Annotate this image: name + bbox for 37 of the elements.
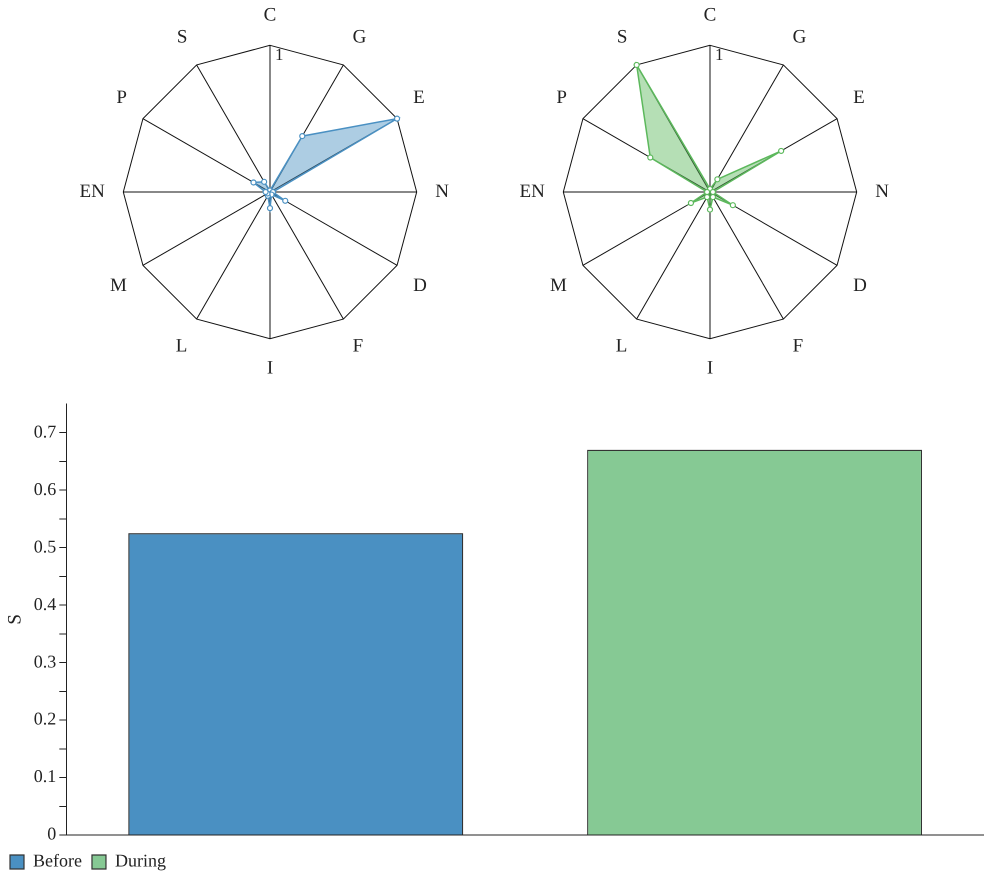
y-tick-label: 0.2 xyxy=(34,708,56,729)
y-tick-label: 0.6 xyxy=(34,478,56,499)
spoke-label: S xyxy=(176,26,188,48)
spoke-label: C xyxy=(264,4,276,26)
y-tick-label: 0.5 xyxy=(34,536,56,556)
spoke-label: F xyxy=(352,335,364,356)
spoke-label: D xyxy=(853,274,867,296)
spoke-label: D xyxy=(413,274,427,296)
spoke-label: G xyxy=(352,26,367,48)
text: 1 xyxy=(275,44,284,64)
spoke-label: M xyxy=(550,274,568,296)
spoke-label: L xyxy=(176,335,188,356)
y-tick-label: 0.1 xyxy=(34,766,56,786)
spoke-label: G xyxy=(792,26,807,48)
spoke-label: N xyxy=(875,180,890,202)
spoke-label: N xyxy=(435,180,450,202)
spoke-label: F xyxy=(792,335,804,356)
legend-label: During xyxy=(114,850,166,871)
spoke-label: P xyxy=(556,86,567,108)
spoke-label: L xyxy=(616,335,628,356)
spoke-label: I xyxy=(706,358,714,379)
spoke-label: E xyxy=(413,86,425,108)
y-tick-label: 0.4 xyxy=(34,594,56,614)
spoke-label: M xyxy=(110,274,128,296)
spoke-label: EN xyxy=(519,180,546,202)
legend-label: Before xyxy=(33,850,82,871)
spoke-label: P xyxy=(116,86,127,108)
spoke-label: EN xyxy=(79,180,106,202)
spoke-label: I xyxy=(266,358,274,379)
spoke-label: C xyxy=(704,4,716,26)
text: 1 xyxy=(715,44,724,64)
spoke-label: E xyxy=(853,86,865,108)
y-tick-label: 0.7 xyxy=(34,421,56,442)
y-tick-label: 0 xyxy=(47,824,56,844)
spoke-label: S xyxy=(616,26,628,48)
y-tick-label: 0.3 xyxy=(34,651,56,672)
y-axis-title: S xyxy=(4,614,26,625)
